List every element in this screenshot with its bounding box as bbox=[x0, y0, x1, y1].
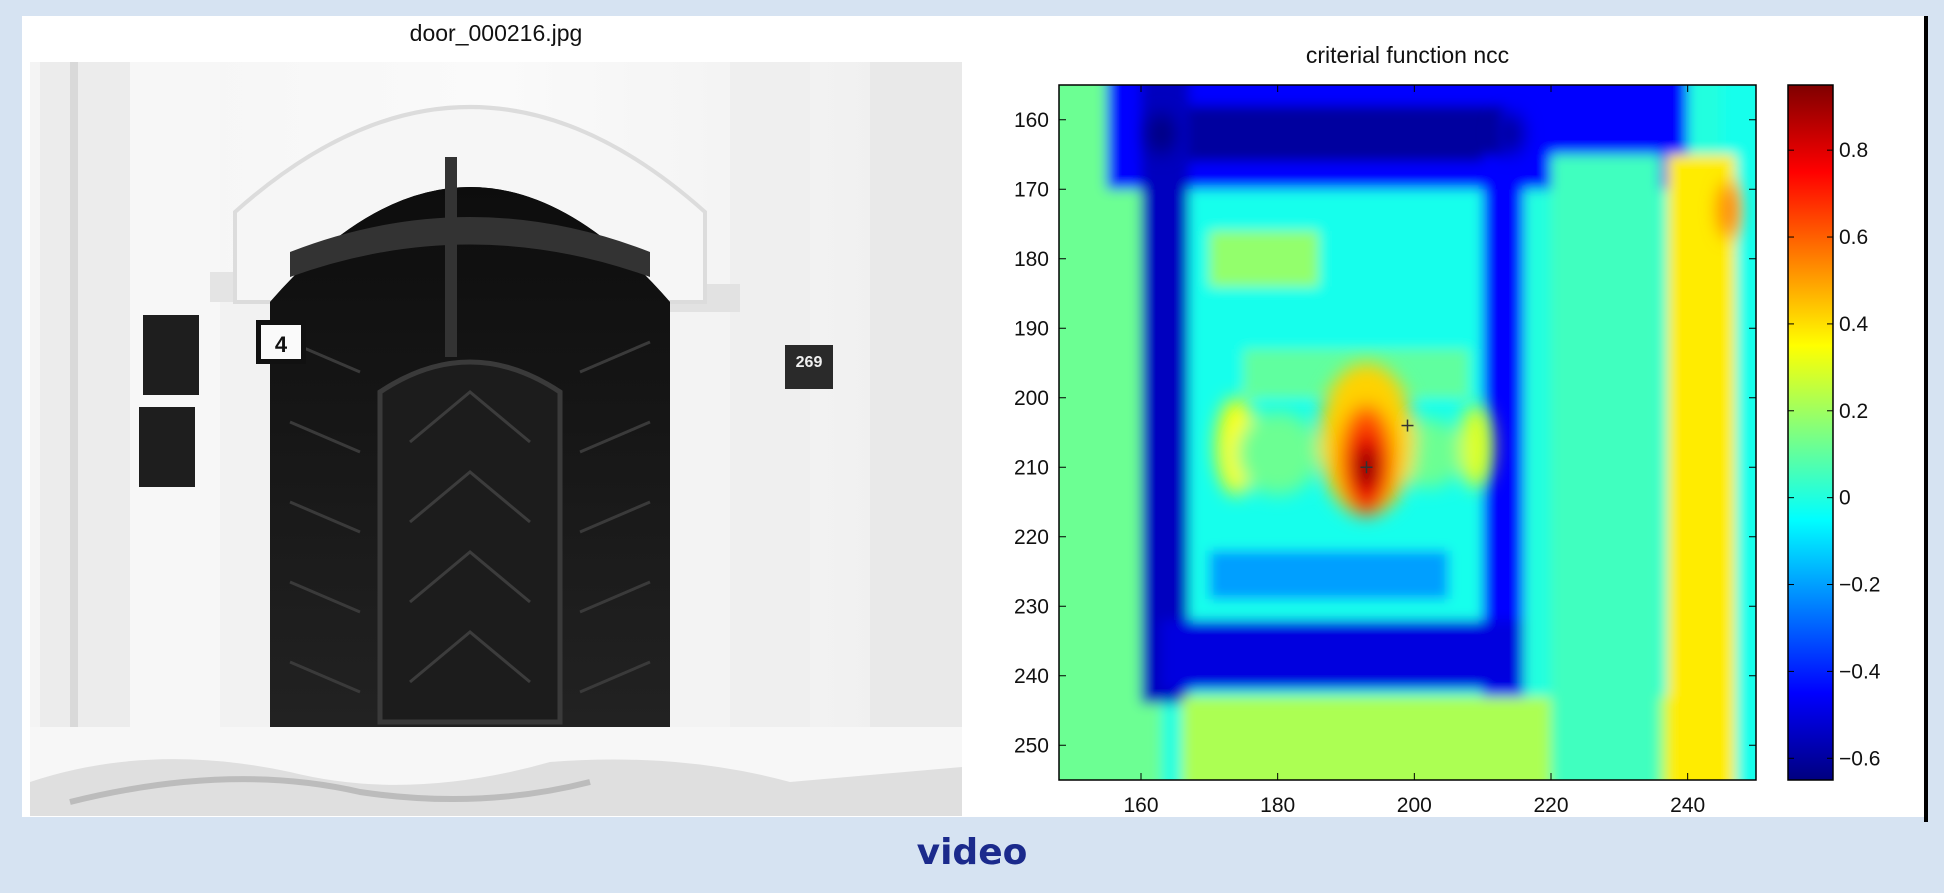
colorbar-tick-label: 0.6 bbox=[1839, 226, 1868, 249]
heatmap-cell bbox=[1209, 230, 1319, 287]
heatmap-cell bbox=[1209, 550, 1449, 600]
colorbar-tick-label: −0.4 bbox=[1839, 660, 1881, 683]
heatmap-spot bbox=[1236, 411, 1319, 496]
peak-marker bbox=[1360, 461, 1373, 474]
y-tick-label: 190 bbox=[1014, 317, 1049, 340]
y-tick-label: 180 bbox=[1014, 248, 1049, 271]
x-tick-label: 220 bbox=[1533, 794, 1568, 817]
y-tick-label: 160 bbox=[1014, 109, 1049, 132]
colorbar-tick-label: −0.6 bbox=[1839, 747, 1880, 770]
colorbar-tick-label: −0.2 bbox=[1839, 574, 1880, 597]
y-tick-label: 240 bbox=[1014, 665, 1049, 688]
x-tick-label: 200 bbox=[1397, 794, 1432, 817]
heatmap-spot bbox=[1496, 112, 1524, 155]
heatmap-cell bbox=[1161, 620, 1524, 690]
footer-label: video bbox=[916, 832, 1028, 873]
y-tick-label: 220 bbox=[1014, 526, 1049, 549]
panel-border bbox=[1924, 16, 1928, 822]
plaque-number: 269 bbox=[796, 354, 823, 371]
photo-title: door_000216.jpg bbox=[409, 20, 583, 46]
door-photo: 4 269 bbox=[30, 62, 962, 816]
peak-marker bbox=[1401, 419, 1414, 432]
y-tick-label: 250 bbox=[1014, 734, 1049, 757]
colorbar-tick-label: 0 bbox=[1839, 487, 1851, 510]
y-tick-label: 210 bbox=[1014, 456, 1049, 479]
x-tick-label: 240 bbox=[1670, 794, 1705, 817]
y-tick-label: 170 bbox=[1014, 178, 1049, 201]
colorbar-tick-label: 0.2 bbox=[1839, 400, 1868, 423]
x-tick-label: 160 bbox=[1123, 794, 1158, 817]
heatmap-cell bbox=[1551, 154, 1661, 780]
y-tick-label: 200 bbox=[1014, 387, 1049, 410]
colorbar-tick-label: 0.4 bbox=[1839, 313, 1869, 336]
heatmap-spot bbox=[1147, 112, 1176, 155]
heatmap-cell bbox=[1141, 105, 1504, 162]
chart-title: criterial function ncc bbox=[1305, 42, 1510, 68]
plot-frame bbox=[1058, 84, 1757, 781]
house-number: 4 bbox=[275, 332, 288, 357]
y-tick-label: 230 bbox=[1014, 595, 1049, 618]
heatmap-cell bbox=[1667, 154, 1736, 780]
colorbar bbox=[1787, 84, 1834, 781]
heatmap-cell bbox=[1141, 85, 1189, 704]
heatmap-spot bbox=[1458, 404, 1493, 489]
x-tick-label: 180 bbox=[1260, 794, 1295, 817]
colorbar-tick-label: 0.8 bbox=[1839, 139, 1868, 162]
heatmap-spot bbox=[1718, 182, 1739, 238]
